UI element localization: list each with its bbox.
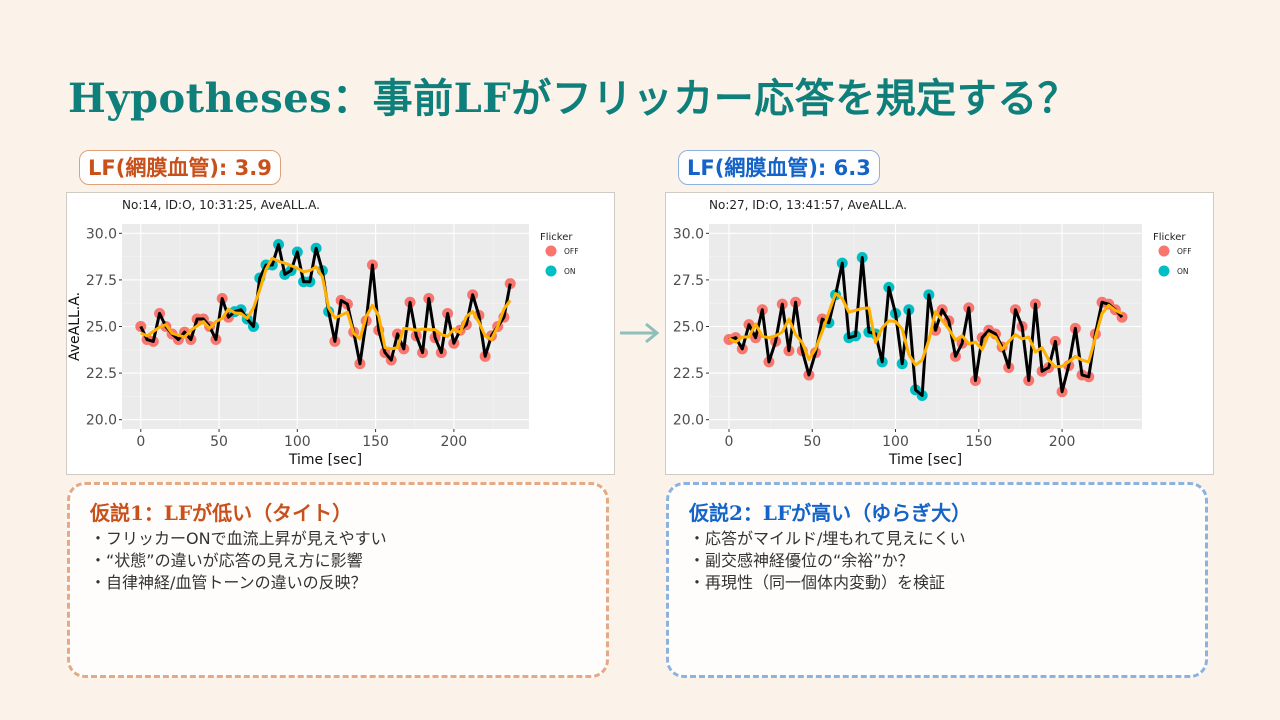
y-tick-label: 30.0	[673, 226, 704, 242]
x-tick-label: 50	[210, 434, 228, 450]
chart-title: No:14, ID:O, 10:31:25, AveALL.A.	[122, 198, 320, 212]
y-tick-label: 20.0	[86, 413, 117, 429]
hypothesis-2-list: 応答がマイルド/埋もれて見えにくい 副交感神経優位の“余裕”か？ 再現性（同一個…	[689, 528, 1185, 594]
list-item: “状態”の違いが応答の見え方に影響	[90, 550, 586, 572]
legend-key-off	[1158, 245, 1170, 257]
x-tick-label: 200	[440, 434, 467, 450]
lf-badge-left: LF(網膜血管): 3.9	[79, 150, 281, 185]
chart-title: No:27, ID:O, 13:41:57, AveALL.A.	[709, 198, 907, 212]
chart-left: No:14, ID:O, 10:31:25, AveALL.A. 20.0 22.5…	[66, 192, 615, 475]
raw-series-line	[728, 256, 1124, 397]
y-tick-label: 27.5	[86, 273, 117, 289]
hypothesis-2-box: 仮説2：LFが高い（ゆらぎ大） 応答がマイルド/埋もれて見えにくい 副交感神経優…	[666, 482, 1208, 678]
hypothesis-1-heading: 仮説1：LFが低い（タイト）	[90, 501, 353, 525]
legend-key-on	[545, 265, 557, 277]
y-tick-label: 20.0	[673, 413, 704, 429]
x-tick-label: 50	[803, 434, 821, 450]
hypothesis-1-box: 仮説1：LFが低い（タイト） フリッカーONで血流上昇が見えやすい “状態”の違…	[67, 482, 609, 678]
x-axis-label: Time [sec]	[888, 452, 962, 468]
hypothesis-1-list: フリッカーONで血流上昇が見えやすい “状態”の違いが応答の見え方に影響 自律神…	[90, 528, 586, 594]
y-tick-label: 27.5	[673, 273, 704, 289]
list-item: 自律神経/血管トーンの違いの反映？	[90, 572, 586, 594]
x-tick-label: 0	[725, 434, 734, 450]
legend-key-on	[1158, 265, 1170, 277]
x-tick-label: 150	[965, 434, 992, 450]
x-tick-label: 150	[362, 434, 389, 450]
y-tick-label: 30.0	[86, 226, 117, 242]
legend-label-on: ON	[564, 267, 576, 276]
x-tick-label: 200	[1049, 434, 1076, 450]
y-axis-label: AveALL.A.	[67, 292, 83, 361]
chart-right: No:27, ID:O, 13:41:57, AveALL.A. 20.0 22.5…	[665, 192, 1214, 475]
legend-title: Flicker	[1153, 232, 1186, 243]
x-tick-label: 0	[136, 434, 145, 450]
legend-label-on: ON	[1177, 267, 1189, 276]
lf-badge-right: LF(網膜血管): 6.3	[678, 150, 880, 185]
legend-title: Flicker	[540, 232, 573, 243]
hypothesis-2-heading: 仮説2：LFが高い（ゆらぎ大）	[689, 501, 972, 525]
list-item: 副交感神経優位の“余裕”か？	[689, 550, 1185, 572]
legend-key-off	[545, 245, 557, 257]
x-tick-label: 100	[284, 434, 311, 450]
arrow-right-icon	[620, 322, 660, 344]
y-tick-label: 25.0	[86, 320, 117, 336]
y-tick-label: 25.0	[673, 320, 704, 336]
y-tick-label: 22.5	[86, 366, 117, 382]
list-item: 再現性（同一個体内変動）を検証	[689, 572, 1185, 594]
data-point-off	[504, 278, 516, 290]
legend-label-off: OFF	[564, 247, 579, 256]
x-tick-label: 100	[882, 434, 909, 450]
legend-label-off: OFF	[1177, 247, 1192, 256]
list-item: 応答がマイルド/埋もれて見えにくい	[689, 528, 1185, 550]
smoothed-series-line	[140, 256, 512, 351]
chart-svg-left: No:14, ID:O, 10:31:25, AveALL.A. 20.0 22.5…	[67, 198, 579, 468]
x-axis-label: Time [sec]	[288, 452, 362, 468]
data-point-off	[135, 321, 147, 332]
list-item: フリッカーONで血流上昇が見えやすい	[90, 528, 586, 550]
chart-svg-right: No:27, ID:O, 13:41:57, AveALL.A. 20.0 22.5…	[673, 198, 1192, 468]
smoothed-series-line	[728, 292, 1123, 369]
y-tick-label: 22.5	[673, 366, 704, 382]
slide-title: Hypotheses：事前LFがフリッカー応答を規定する？	[68, 75, 1079, 122]
